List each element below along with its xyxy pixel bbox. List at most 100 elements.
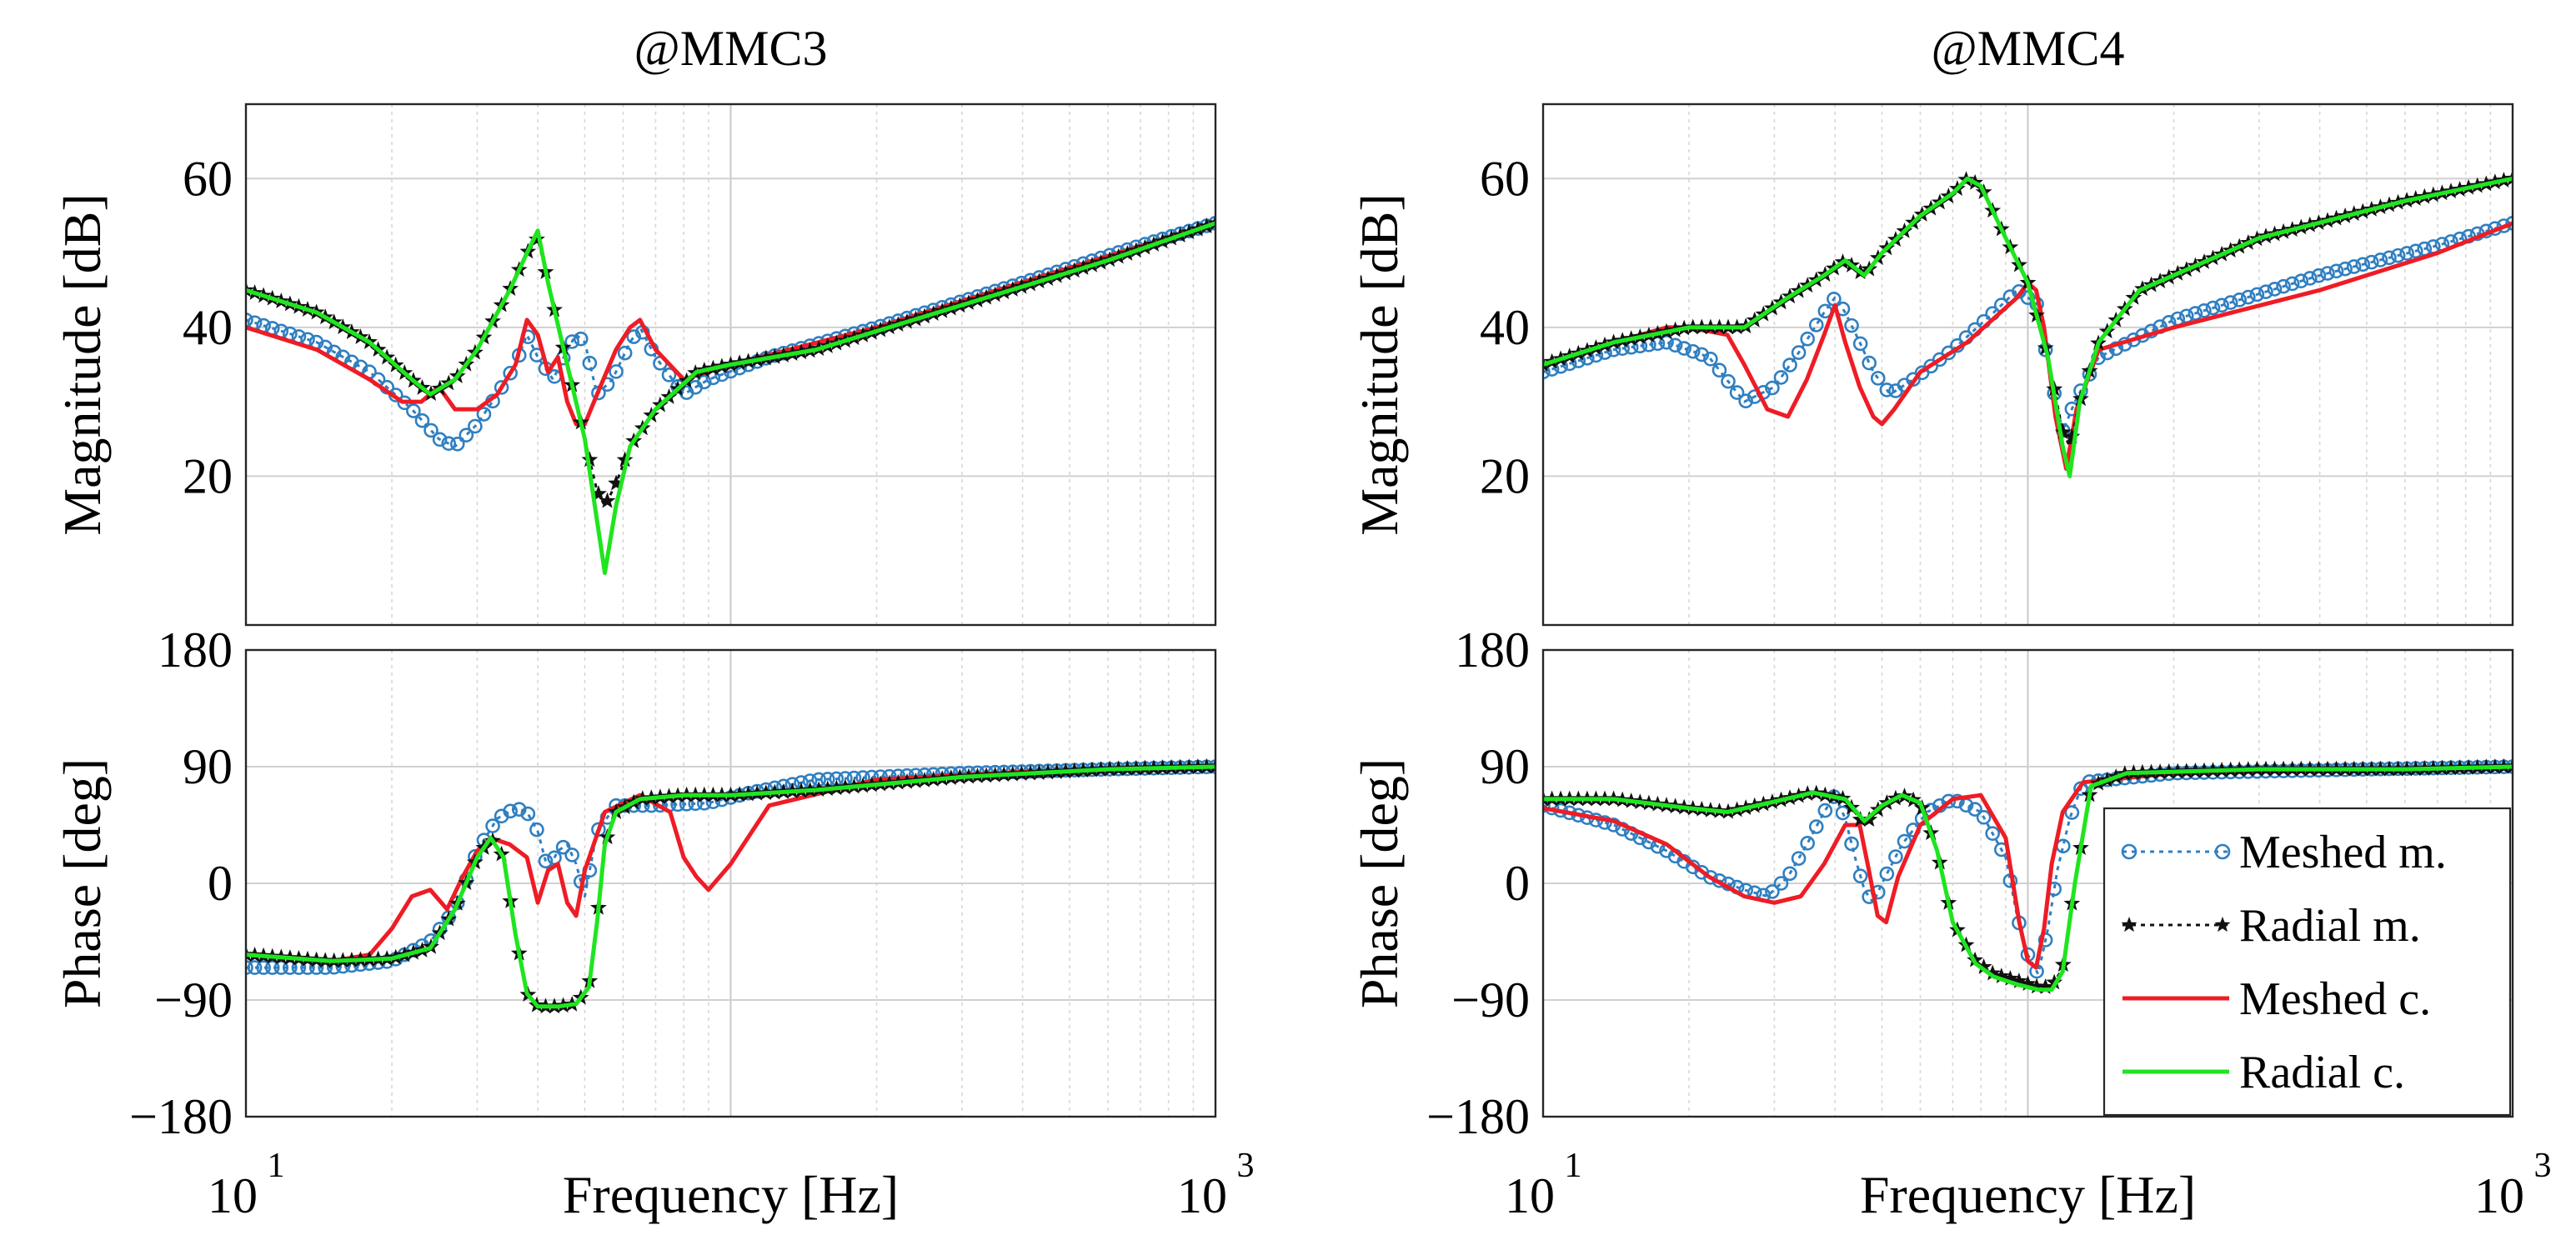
marker-circle (1791, 345, 1807, 360)
marker-circle (2328, 263, 2344, 279)
series-group (1543, 169, 2513, 478)
marker-circle (2390, 248, 2406, 263)
marker-circle (503, 803, 518, 819)
y-tick-label: 90 (1480, 739, 1530, 794)
marker-circle (1721, 373, 1736, 389)
x-axis-label: Frequency [Hz] (563, 1165, 899, 1224)
marker-circle (2232, 292, 2248, 308)
marker-circle (2505, 216, 2513, 231)
marker-circle (520, 806, 536, 822)
x-tick-label: 10 1 (208, 1147, 285, 1223)
marker-circle (626, 329, 642, 344)
marker-circle (414, 412, 430, 428)
y-axis-label: Magnitude [dB] (53, 193, 112, 536)
legend-box (2102, 807, 2512, 1117)
y-tick-label: −180 (129, 1089, 233, 1144)
axes-box (1541, 648, 2514, 1118)
marker-circle (1738, 393, 1753, 409)
marker-circle (2214, 298, 2229, 313)
marker-circle (1650, 336, 1666, 352)
x-tick-base: 10 (1505, 1168, 1555, 1223)
marker-circle (1817, 802, 1833, 818)
y-axis-label: Phase [deg] (1350, 758, 1409, 1008)
series-line-meshed-m (1543, 765, 2513, 976)
marker-circle (1711, 362, 1727, 378)
marker-circle (256, 960, 271, 975)
marker-circle (617, 345, 633, 361)
series-line-radial-c (1543, 176, 2513, 478)
marker-circle (2249, 287, 2265, 302)
marker-circle (1543, 364, 1551, 380)
marker-circle (264, 960, 280, 975)
y-axis-label: Magnitude [dB] (1350, 193, 1409, 536)
marker-circle (2064, 805, 2080, 820)
panel-title: @MMC3 (634, 21, 828, 76)
marker-circle (468, 418, 483, 434)
marker-circle (538, 853, 554, 869)
marker-circle (511, 802, 527, 818)
y-tick-label: −90 (154, 972, 233, 1028)
y-tick-label: 40 (183, 300, 233, 355)
y-tick-label: 60 (1480, 151, 1530, 206)
y-tick-label: −90 (1451, 972, 1530, 1028)
marker-circle (2303, 271, 2318, 286)
axes-box (244, 102, 1217, 627)
marker-circle (1800, 836, 1815, 851)
marker-circle (564, 334, 579, 349)
marker-circle (1703, 870, 1718, 885)
marker-circle (246, 312, 253, 328)
marker-circle (1543, 798, 1551, 813)
y-tick-label: 20 (1480, 448, 1530, 503)
series-line-meshed-c (246, 764, 1215, 963)
marker-circle (1888, 849, 1903, 864)
y-tick-label: 180 (158, 622, 233, 678)
marker-circle (555, 839, 571, 855)
marker-circle (1676, 341, 1691, 356)
marker-circle (1808, 819, 1824, 834)
marker-circle (609, 364, 624, 379)
phase-panel-1: −180 −90 0 90 180 Phase [deg] 10 1 10 3 Frequency … (53, 622, 1255, 1224)
marker-circle (1941, 793, 1957, 809)
marker-circle (423, 422, 439, 438)
marker-circle (1844, 836, 1859, 852)
x-tick-base: 10 (2474, 1168, 2524, 1223)
marker-circle (1800, 331, 1815, 347)
marker-circle (1976, 810, 1992, 825)
legend-label: Meshed m. (2239, 827, 2447, 878)
marker-circle (1782, 358, 1797, 372)
series-group (246, 214, 1215, 575)
series-line-meshed-c (1543, 764, 2513, 970)
marker-circle (476, 407, 492, 422)
marker-circle (661, 368, 677, 382)
legend-marker-circle (2121, 843, 2137, 860)
marker-circle (2197, 302, 2212, 318)
marker-circle (1773, 370, 1789, 385)
marker-circle (1870, 371, 1886, 386)
marker-circle (1808, 318, 1824, 332)
marker-circle (2355, 257, 2371, 272)
marker-circle (246, 960, 253, 975)
marker-circle (2364, 254, 2379, 270)
marker-circle (1685, 343, 1701, 359)
marker-circle (2320, 266, 2335, 281)
y-axis-label: Phase [deg] (53, 758, 112, 1008)
legend-marker-circle (2214, 843, 2231, 860)
y-tick-label: 0 (1505, 856, 1530, 911)
marker-circle (1967, 802, 1982, 817)
legend-label: Meshed c. (2239, 973, 2431, 1025)
marker-circle (459, 428, 474, 442)
marker-circle (573, 331, 589, 347)
marker-circle (2108, 341, 2124, 357)
series-line-radial-c (246, 221, 1215, 575)
x-tick-label: 10 3 (1177, 1147, 1255, 1223)
y-tick-label: 180 (1455, 622, 1530, 678)
x-tick-label: 10 3 (2474, 1147, 2552, 1223)
marker-circle (1852, 336, 1868, 352)
y-tick-label: −180 (1426, 1089, 1530, 1144)
marker-circle (2241, 289, 2256, 305)
legend-marker-star (2121, 917, 2137, 932)
marker-circle (2258, 284, 2273, 299)
marker-circle (1879, 382, 1895, 398)
